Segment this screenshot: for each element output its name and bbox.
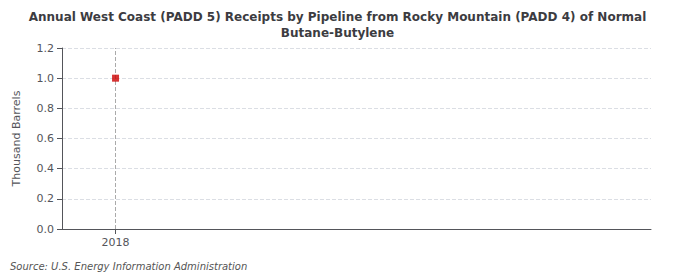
svg-text:0.8: 0.8 [37,102,55,115]
svg-text:0.2: 0.2 [37,192,55,205]
svg-text:0.0: 0.0 [37,223,55,236]
svg-text:2018: 2018 [102,236,130,249]
svg-text:Source: U.S. Energy Informatio: Source: U.S. Energy Information Administ… [10,261,247,272]
svg-text:1.2: 1.2 [37,42,55,55]
svg-text:Annual West Coast (PADD 5) Rec: Annual West Coast (PADD 5) Receipts by P… [29,10,647,24]
svg-text:Thousand Barrels: Thousand Barrels [10,90,23,187]
svg-text:Butane-Butylene: Butane-Butylene [281,26,394,40]
svg-text:0.6: 0.6 [37,132,55,145]
svg-text:0.4: 0.4 [37,162,55,175]
svg-text:1.0: 1.0 [37,72,55,85]
